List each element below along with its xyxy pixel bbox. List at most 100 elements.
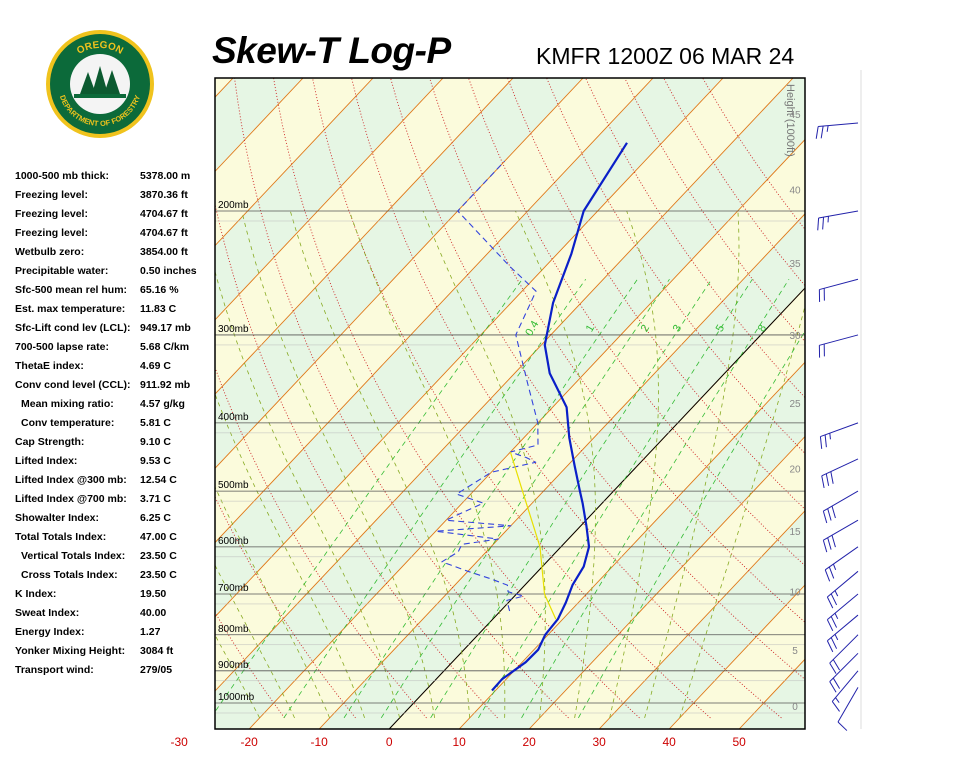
wind-barb-flag [829,662,837,674]
wind-barb-flag [830,593,838,606]
mixing-ratio-label: 2 [639,323,652,334]
wind-barb [822,519,859,553]
wind-barb [815,122,859,139]
height-tick-label: 25 [789,399,801,410]
plot-frame [214,77,806,730]
index-row: K Index: 19.50 [15,585,215,604]
wind-barb-flag [826,596,834,609]
dry-adiabat-line [624,78,805,343]
index-row: Freezing level: 3870.36 ft [15,186,215,205]
index-label: Mean mixing ratio: [21,398,114,410]
dry-adiabat-line [468,78,805,567]
mixing-ratio-label: 3 [671,323,684,334]
height-tick-label: 20 [789,465,801,476]
x-tick-label: -30 [171,735,189,749]
wind-barb-flag [831,505,836,519]
index-label: ThetaE index: [15,360,84,372]
index-label: Cross Totals Index: [21,569,118,581]
index-row: Conv temperature: 5.81 C [15,414,215,433]
wind-barb-flag [829,681,837,693]
svg-text:OREGON: OREGON [75,40,125,57]
index-row: 700-500 lapse rate: 5.68 C/km [15,338,215,357]
index-label: Transport wind: [15,664,94,676]
height-tick-label: 0 [792,702,798,713]
index-row: Vertical Totals Index: 23.50 C [15,547,215,566]
wind-barb-flag [830,616,838,628]
isotherm-line [318,213,805,729]
wind-barbs [815,122,859,731]
wind-barb-staff [827,614,859,642]
pressure-label: 1000mb [218,692,255,703]
index-row: Precipitable water: 0.50 inches [15,262,215,281]
mixing-ratio-label: 1 [584,323,597,334]
index-label: Vertical Totals Index: [21,550,126,562]
wind-barb [829,634,859,674]
mixing-ratio-label: 8 [756,323,769,334]
wind-barb [818,278,859,302]
index-row: Est. max temperature: 11.83 C [15,300,215,319]
index-value: 5.68 C/km [140,341,190,353]
pressure-label: 900mb [218,660,249,671]
mixing-ratio-line [578,330,805,719]
height-tick-label: 30 [789,331,801,342]
index-row: Showalter Index: 6.25 C [15,509,215,528]
wind-barb-staff [819,278,859,291]
x-tick-label: 20 [523,735,537,749]
x-tick-label: 10 [453,735,467,749]
moist-adiabat-line [241,210,435,718]
index-value: 9.10 C [140,436,171,448]
index-value: 12.54 C [140,474,177,486]
mixing-ratio-line [430,278,713,719]
isotherm-line [215,78,584,469]
index-label: Freezing level: [15,208,88,220]
isotherm-line [215,78,234,98]
isotherm-line [248,138,805,729]
x-tick-label: 30 [593,735,607,749]
mixing-ratio-line [478,278,753,719]
dry-adiabat-line [38,0,214,718]
index-row: Conv cond level (CCL): 911.92 mb [15,376,215,395]
index-label: 1000-500 mb thick: [15,170,109,182]
index-value: 4.69 C [140,360,171,372]
moist-adiabat-line [515,210,596,718]
wind-barb-staff [818,122,859,128]
wind-barb-staff [819,334,859,346]
index-value: 11.83 C [140,303,177,315]
index-label: Est. max temperature: [15,303,126,315]
wind-barb-staff [831,670,859,702]
index-value: 47.00 C [140,531,177,543]
index-value: 4704.67 ft [140,208,188,220]
isotherm-line [809,78,960,729]
index-row: Sfc-Lift cond lev (LCL): 949.17 mb [15,319,215,338]
dry-adiabat-line [234,78,569,719]
wind-barb-staff [823,490,859,512]
wind-barb-staff [827,570,859,598]
index-label: Total Totals Index: [15,531,107,543]
wind-barb-half-flag [834,634,839,641]
isotherm-line [215,78,444,321]
pressure-label: 600mb [218,536,249,547]
wind-barb-staff [818,210,859,219]
isotherm-line [598,510,805,729]
moist-adiabat-line [289,210,470,718]
wind-barb-staff [820,422,859,438]
index-label: K Index: [15,588,57,600]
wind-barb-flag [817,217,820,231]
pressure-label: 300mb [218,324,249,335]
isotherm-line [215,78,654,544]
index-value: 3.71 C [140,493,171,505]
index-value: 949.17 mb [140,322,191,334]
dry-adiabat-line [215,202,498,719]
index-row: Total Totals Index: 47.00 C [15,528,215,547]
index-label: Freezing level: [15,189,88,201]
isotherm-line [215,78,794,692]
wind-barb-half-flag [834,590,839,597]
height-tick-label: 5 [792,646,798,657]
dry-adiabat-line [273,78,640,719]
moist-adiabat-line [644,210,740,719]
wind-barb-half-flag [829,433,831,440]
wind-barb [818,334,859,358]
height-tick-label: 40 [789,185,801,196]
index-row: Sweat Index: 40.00 [15,604,215,623]
index-label: Lifted Index: [15,455,78,467]
